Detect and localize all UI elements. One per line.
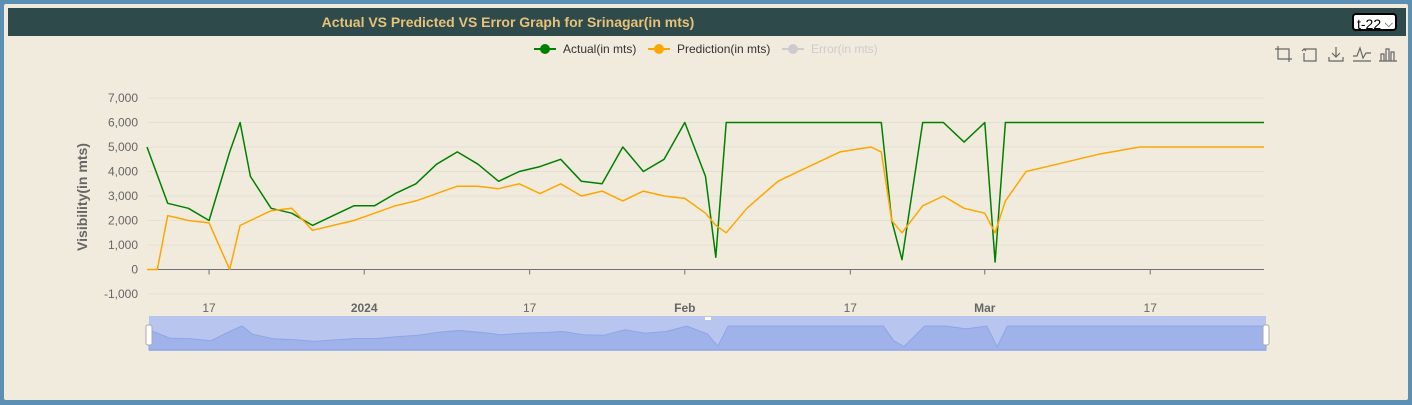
x-tick-label: 17 (844, 301, 858, 315)
y-tick-label: 6,000 (108, 116, 138, 130)
slider-handle-left[interactable] (145, 324, 153, 346)
chart-title: Actual VS Predicted VS Error Graph for S… (321, 14, 695, 30)
y-tick-label: 5,000 (108, 140, 138, 154)
legend[interactable]: Actual(in mts) Prediction(in mts) Error(in… (534, 42, 878, 56)
x-tick-label: Feb (674, 301, 695, 315)
legend-marker (654, 44, 664, 54)
y-tick-label: -1,000 (104, 287, 138, 301)
x-tick-label: 17 (1144, 301, 1158, 315)
lead-time-select-value: t-22 (1357, 16, 1382, 32)
x-tick-label: 17 (523, 301, 537, 315)
series-line-actual (146, 121, 1264, 263)
lead-time-select[interactable]: t-22 ⌵ (1352, 13, 1397, 32)
zoom-area-icon[interactable] (1274, 44, 1294, 64)
x-tick-label: 17 (202, 301, 216, 315)
legend-label: Actual(in mts) (563, 42, 636, 56)
y-tick-label: 3,000 (108, 189, 138, 203)
legend-item-actual[interactable]: Actual(in mts) (534, 42, 636, 56)
line-chart-icon[interactable] (1352, 44, 1372, 64)
slider-move-handle[interactable] (705, 317, 711, 320)
y-axis-label: Visibility(in mts) (74, 143, 90, 251)
legend-label: Prediction(in mts) (677, 42, 770, 56)
series-line-prediction (147, 146, 1264, 271)
legend-item-error[interactable]: Error(in mts) (782, 42, 878, 56)
bar-chart-icon[interactable] (1378, 44, 1398, 64)
chevron-down-icon: ⌵ (1384, 18, 1393, 30)
grid-lines (147, 97, 1264, 295)
chart-toolbox (1274, 44, 1404, 66)
y-tick-label: 2,000 (108, 214, 138, 228)
zoom-reset-icon[interactable] (1300, 44, 1320, 64)
series-lines (146, 121, 1264, 271)
y-tick-label: 7,000 (108, 91, 138, 105)
y-tick-label: 0 (131, 263, 138, 277)
x-tick-label: Mar (974, 301, 996, 315)
legend-item-prediction[interactable]: Prediction(in mts) (648, 42, 770, 56)
title-bar: Actual VS Predicted VS Error Graph for S… (8, 8, 1406, 36)
legend-marker (540, 44, 550, 54)
legend-marker (788, 44, 798, 54)
download-icon[interactable] (1326, 44, 1346, 64)
datazoom-slider[interactable] (145, 316, 1270, 351)
y-tick-label: 1,000 (108, 238, 138, 252)
slider-preview-area (148, 325, 1267, 351)
x-axis: 17 2024 17 Feb 17 Mar 17 (202, 269, 1158, 315)
x-tick-label: 2024 (351, 301, 378, 315)
slider-handle-right[interactable] (1262, 324, 1270, 346)
y-tick-label: 4,000 (108, 165, 138, 179)
legend-label: Error(in mts) (811, 42, 878, 56)
y-axis: 7,000 6,000 5,000 4,000 3,000 2,000 1,000 0 -1,0… (104, 91, 138, 301)
